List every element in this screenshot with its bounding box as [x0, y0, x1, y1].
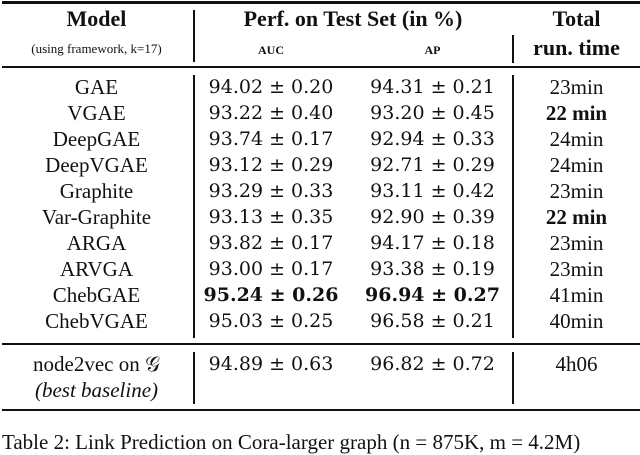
model-name: Graphite: [59, 179, 134, 203]
runtime-value: 24min: [549, 153, 604, 177]
header-separator-right: [512, 35, 514, 63]
header-model-sublabel: (using framework, k=17): [31, 41, 162, 56]
table-row: ARVGA 93.00 ± 0.17 93.38 ± 0.19 23min: [0, 256, 640, 282]
ap-value: 93.38 ± 0.19: [370, 258, 495, 280]
baseline-auc-value: 94.89 ± 0.63: [208, 353, 334, 375]
runtime-value: 41min: [549, 283, 604, 307]
table-top-rule: [2, 1, 640, 4]
runtime-value: 23min: [549, 231, 604, 255]
table-row: DeepGAE 93.74 ± 0.17 92.94 ± 0.33 24min: [0, 126, 640, 152]
auc-value: 93.12 ± 0.29: [208, 154, 334, 176]
model-name: ChebVGAE: [45, 309, 148, 333]
table-row: ChebGAE 95.24 ± 0.26 96.94 ± 0.27 41min: [0, 282, 640, 308]
body-separator-left: [193, 75, 195, 338]
runtime-value: 40min: [549, 309, 604, 333]
table-row: GAE 94.02 ± 0.20 94.31 ± 0.21 23min: [0, 74, 640, 100]
model-name: ARVGA: [60, 257, 133, 281]
model-name: Var-Graphite: [41, 205, 152, 229]
model-name: GAE: [74, 75, 119, 99]
auc-value: 93.82 ± 0.17: [208, 232, 334, 254]
baseline-row-note: (best baseline): [0, 377, 640, 403]
baseline-note: (best baseline): [34, 378, 159, 402]
baseline-separator-left: [193, 352, 195, 404]
table-row: DeepVGAE 93.12 ± 0.29 92.71 ± 0.29 24min: [0, 152, 640, 178]
header-runtime: run. time: [533, 35, 620, 60]
header-total: Total: [552, 6, 601, 31]
ap-value: 92.94 ± 0.33: [370, 128, 495, 150]
runtime-value: 23min: [549, 75, 604, 99]
model-name: DeepVGAE: [45, 153, 148, 177]
baseline-row: node2vec on 𝒢 94.89 ± 0.63 96.82 ± 0.72 …: [0, 351, 640, 377]
auc-value: 94.02 ± 0.20: [208, 76, 334, 98]
header-bottom-rule: [2, 66, 640, 68]
ap-value: 92.71 ± 0.29: [370, 154, 495, 176]
ap-value: 96.58 ± 0.21: [370, 310, 495, 332]
ap-value: 94.31 ± 0.21: [370, 76, 495, 98]
model-name: DeepGAE: [52, 127, 141, 151]
baseline-runtime-value: 4h06: [555, 352, 598, 376]
runtime-value-best: 22 min: [545, 205, 608, 229]
auc-value: 93.13 ± 0.35: [208, 206, 334, 228]
auc-value: 93.29 ± 0.33: [208, 180, 334, 202]
header-perf: Perf. on Test Set (in %): [243, 6, 463, 31]
model-name: ARGA: [66, 231, 127, 255]
table-row: ChebVGAE 95.03 ± 0.25 96.58 ± 0.21 40min: [0, 308, 640, 334]
baseline-model-name: node2vec on 𝒢: [33, 352, 160, 376]
runtime-value-best: 22 min: [545, 101, 608, 125]
baseline-ap-value: 96.82 ± 0.72: [370, 353, 495, 375]
auc-value: 93.00 ± 0.17: [208, 258, 334, 280]
ap-value: 92.90 ± 0.39: [370, 206, 495, 228]
table-row: Graphite 93.29 ± 0.33 93.11 ± 0.42 23min: [0, 178, 640, 204]
auc-value: 93.22 ± 0.40: [208, 102, 334, 124]
table-caption: Table 2: Link Prediction on Cora-larger …: [2, 430, 581, 454]
model-name: VGAE: [67, 101, 126, 125]
auc-value: 95.03 ± 0.25: [208, 310, 334, 332]
table-row: Var-Graphite 93.13 ± 0.35 92.90 ± 0.39 2…: [0, 204, 640, 230]
baseline-separator-right: [512, 352, 514, 404]
header-separator-left: [193, 10, 195, 62]
runtime-value: 24min: [549, 127, 604, 151]
table-row: ARGA 93.82 ± 0.17 94.17 ± 0.18 23min: [0, 230, 640, 256]
table-row: VGAE 93.22 ± 0.40 93.20 ± 0.45 22 min: [0, 100, 640, 126]
auc-value: 93.74 ± 0.17: [208, 128, 334, 150]
header-model: Model: [66, 6, 127, 31]
auc-value-best: 95.24 ± 0.26: [203, 284, 339, 306]
ap-value: 94.17 ± 0.18: [370, 232, 495, 254]
header-ap: AP: [424, 43, 441, 57]
body-separator-right: [512, 75, 514, 338]
runtime-value: 23min: [549, 257, 604, 281]
baseline-separator-rule: [2, 343, 640, 345]
header-auc: AUC: [258, 43, 284, 57]
ap-value: 93.11 ± 0.42: [370, 180, 495, 202]
ap-value: 93.20 ± 0.45: [370, 102, 495, 124]
ap-value-best: 96.94 ± 0.27: [365, 284, 500, 306]
runtime-value: 23min: [549, 179, 604, 203]
model-name: ChebGAE: [52, 283, 141, 307]
table-bottom-rule: [2, 409, 640, 411]
